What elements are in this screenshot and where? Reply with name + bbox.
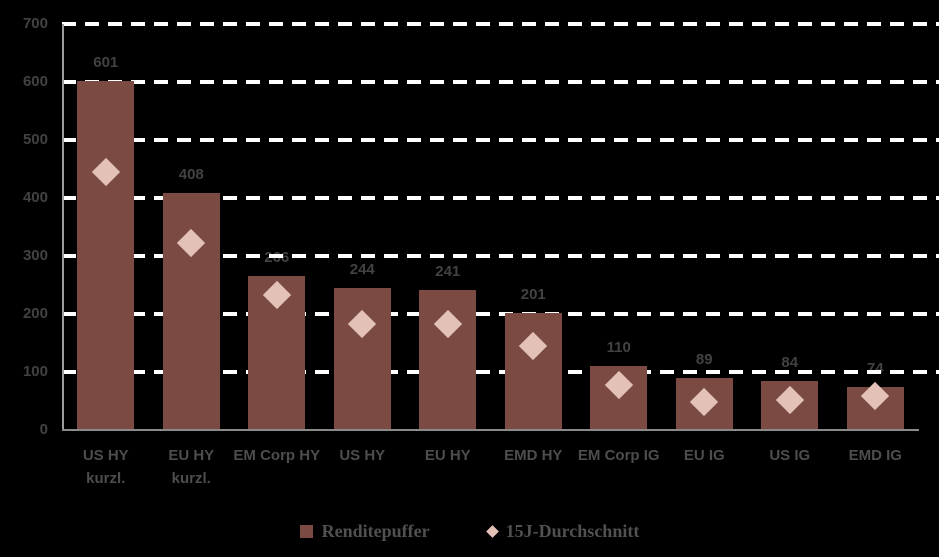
bar-value-label: 601	[93, 54, 119, 72]
bar-value-label: 110	[606, 339, 631, 357]
bar-value-label: 408	[178, 166, 204, 184]
x-axis-line	[62, 429, 919, 431]
gridline	[62, 22, 939, 26]
gridline	[62, 138, 939, 142]
bar-value-label: 201	[520, 286, 546, 304]
legend-diamond-swatch-icon	[485, 525, 499, 538]
x-category-label: EMD IG	[848, 447, 902, 464]
x-category-label: EMD HY	[504, 447, 563, 464]
y-tick-label: 400	[22, 189, 48, 206]
gridline	[62, 370, 939, 374]
y-tick-label: 0	[39, 421, 48, 438]
x-category-label: EM Corp HY	[233, 447, 321, 464]
y-axis-line	[62, 24, 64, 431]
legend-label: Renditepuffer	[321, 521, 430, 541]
x-category-label: US HY kurzl.	[82, 447, 129, 488]
gridline	[62, 312, 939, 316]
y-tick-label: 300	[22, 247, 48, 264]
gridline	[62, 80, 939, 84]
bar-value-label: 84	[781, 354, 799, 372]
y-tick-label: 200	[22, 305, 48, 322]
y-tick-label: 700	[22, 15, 48, 32]
bar-value-label: 241	[435, 263, 461, 281]
y-tick-label: 500	[22, 131, 48, 148]
x-category-label: EU IG	[683, 447, 725, 464]
bar-value-label: 89	[695, 351, 713, 369]
legend-label: 15J-Durchschnitt	[505, 521, 640, 541]
x-category-label: EM Corp IG	[577, 447, 660, 464]
legend-item-durchschnitt: 15J-Durchschnitt	[485, 521, 640, 542]
bar-value-label: 244	[349, 261, 375, 279]
x-category-label: US IG	[769, 447, 811, 464]
legend-bar-swatch-icon	[299, 525, 313, 538]
x-category-label: EU HY kurzl.	[168, 447, 215, 488]
x-category-label: EU HY	[424, 447, 471, 464]
y-tick-label: 100	[22, 363, 48, 380]
bar-value-label: 74	[866, 360, 884, 378]
legend-item-renditepuffer: Renditepuffer	[299, 521, 430, 542]
y-tick-label: 600	[22, 73, 48, 90]
x-category-label: US HY	[339, 447, 386, 464]
chart-legend: Renditepuffer 15J-Durchschnitt	[0, 521, 939, 542]
gridline	[62, 254, 939, 258]
gridline	[62, 196, 939, 200]
bar	[504, 313, 562, 430]
bar	[77, 81, 135, 430]
